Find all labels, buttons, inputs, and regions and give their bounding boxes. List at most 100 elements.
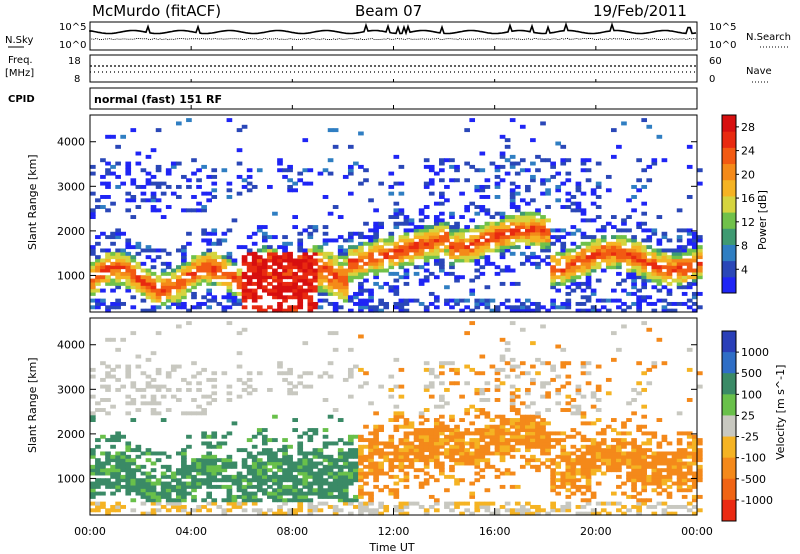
power-cell — [494, 308, 501, 313]
power-cell — [332, 268, 339, 273]
power-cell — [661, 308, 668, 313]
power-cell — [246, 235, 253, 240]
power-cell — [489, 231, 496, 236]
power-cell — [525, 235, 531, 240]
velocity-cell — [464, 454, 470, 459]
velocity-cell — [464, 451, 470, 456]
velocity-cell — [322, 501, 329, 506]
power-cell — [697, 245, 703, 250]
velocity-cell — [216, 468, 223, 473]
power-cell — [413, 225, 420, 230]
power-cell — [145, 275, 152, 280]
power-cell — [130, 215, 137, 220]
power-cell — [398, 238, 405, 243]
velocity-cell — [519, 508, 526, 513]
velocity-cell — [231, 498, 238, 503]
power-cell — [261, 261, 268, 266]
power-cell — [246, 295, 253, 300]
velocity-cell — [626, 451, 632, 456]
power-cell — [246, 278, 253, 283]
power-cell — [246, 281, 253, 286]
velocity-cell — [312, 461, 319, 466]
velocity-cell — [130, 484, 137, 489]
power-cell — [666, 238, 673, 243]
velocity-cell — [287, 387, 293, 392]
velocity-cell — [297, 471, 304, 476]
power-cell — [514, 238, 521, 243]
velocity-cell — [428, 381, 435, 386]
velocity-cell — [95, 481, 101, 486]
velocity-cell — [186, 468, 192, 473]
power-cell — [175, 305, 182, 310]
power-cell — [651, 248, 658, 253]
velocity-cell — [691, 461, 698, 466]
velocity-cell — [267, 454, 273, 459]
velocity-cell — [125, 484, 132, 489]
power-cell — [433, 171, 440, 176]
velocity-cell — [297, 498, 304, 503]
velocity-cell — [474, 428, 481, 433]
velocity-cell — [413, 451, 420, 456]
power-cell — [474, 188, 481, 193]
velocity-cell — [398, 448, 405, 453]
power-cell — [332, 275, 339, 280]
power-cell — [494, 164, 501, 169]
power-cell — [226, 281, 233, 286]
power-cell — [95, 265, 101, 270]
power-cell — [681, 291, 688, 296]
velocity-cell — [525, 511, 531, 516]
power-cell — [373, 228, 379, 233]
power-cell — [272, 278, 278, 283]
velocity-cell — [499, 367, 506, 372]
y-tick-label: 2000 — [57, 428, 85, 441]
power-cell — [312, 305, 319, 310]
velocity-cell — [378, 504, 384, 509]
velocity-cell — [256, 431, 263, 436]
velocity-cell — [697, 464, 703, 469]
velocity-cell — [530, 458, 536, 463]
power-colorbar-tick-label: 28 — [741, 121, 755, 134]
velocity-cell — [226, 484, 233, 489]
power-cell — [423, 278, 430, 283]
velocity-cell — [403, 424, 410, 429]
power-cell — [272, 211, 278, 216]
power-cell — [504, 228, 511, 233]
velocity-cell — [474, 441, 481, 446]
velocity-cell — [550, 501, 556, 506]
power-cell — [90, 251, 96, 256]
power-cell — [686, 261, 693, 266]
power-cell — [125, 161, 132, 166]
velocity-cell — [454, 501, 460, 506]
velocity-cell — [342, 451, 349, 456]
power-cell — [423, 215, 430, 220]
power-cell — [373, 208, 379, 213]
power-cell — [413, 231, 420, 236]
power-cell — [175, 291, 182, 296]
power-cell — [363, 298, 369, 303]
velocity-cell — [595, 384, 602, 389]
power-cell — [342, 271, 349, 276]
power-cell — [373, 305, 379, 310]
power-cell — [646, 164, 653, 169]
velocity-cell — [590, 461, 597, 466]
velocity-cell — [125, 491, 132, 496]
velocity-cell — [575, 391, 582, 396]
power-cell — [459, 191, 465, 196]
velocity-cell — [277, 511, 283, 516]
velocity-cell — [231, 478, 238, 483]
velocity-cell — [494, 508, 501, 513]
power-cell — [100, 158, 106, 163]
power-cell — [211, 174, 218, 179]
velocity-cell — [691, 511, 698, 516]
velocity-cell — [433, 461, 440, 466]
velocity-cell — [337, 438, 344, 443]
velocity-cell — [535, 511, 541, 516]
power-cell — [403, 221, 410, 226]
power-cell — [337, 235, 344, 240]
power-cell — [155, 181, 162, 186]
velocity-cell — [454, 367, 460, 372]
velocity-cell — [509, 421, 516, 426]
power-cell — [196, 178, 202, 183]
velocity-cell — [555, 491, 562, 496]
velocity-cell — [155, 491, 162, 496]
